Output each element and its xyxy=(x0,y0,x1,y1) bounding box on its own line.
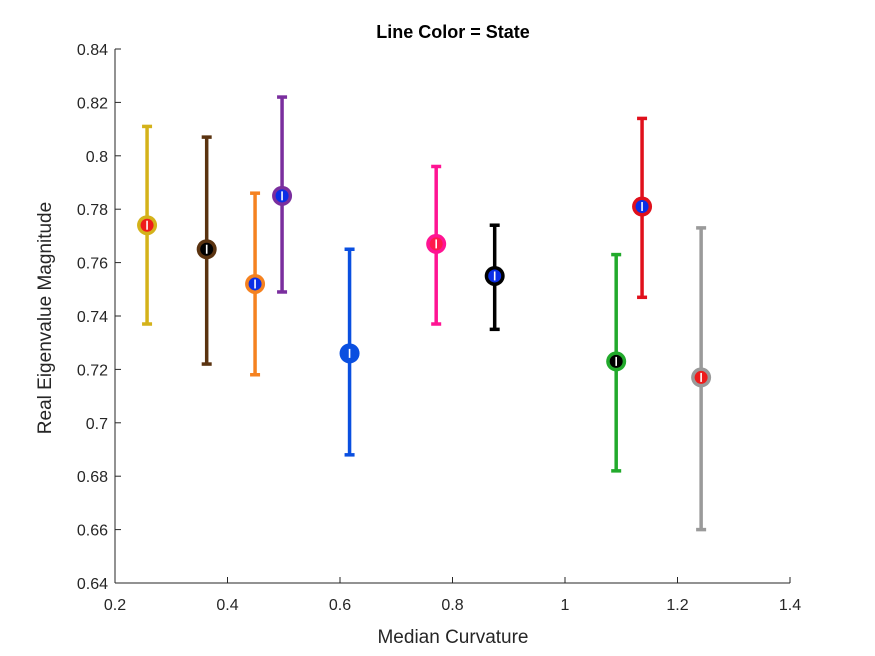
errorbar-point xyxy=(339,247,360,457)
errorbar-point xyxy=(606,252,627,473)
x-tick-label: 0.2 xyxy=(104,597,126,614)
errorbar-point xyxy=(196,135,217,366)
y-tick-label: 0.74 xyxy=(77,309,108,326)
y-axis-label: Real Eigenvalue Magnitude xyxy=(35,202,56,434)
y-tick-label: 0.76 xyxy=(77,256,108,273)
y-tick-label: 0.8 xyxy=(86,149,108,166)
errorbar-point xyxy=(632,116,653,300)
x-tick-label: 0.6 xyxy=(329,597,351,614)
errorbar-point xyxy=(137,124,158,326)
errorbar-point xyxy=(691,226,712,532)
x-tick-label: 1 xyxy=(561,597,570,614)
axes: 0.2 0.4 0.6 0.8 1 1.2 1.4 0.64 0.66 0.68 0.7 0.72 0.… xyxy=(77,42,801,614)
data-marks xyxy=(137,95,712,532)
y-tick-label: 0.72 xyxy=(77,362,108,379)
x-tick-label: 0.4 xyxy=(216,597,238,614)
y-tick-label: 0.68 xyxy=(77,469,108,486)
x-axis-label: Median Curvature xyxy=(377,627,528,648)
x-tick-label: 1.2 xyxy=(666,597,688,614)
y-tick-label: 0.84 xyxy=(77,42,108,59)
x-tick-label: 1.4 xyxy=(779,597,801,614)
y-tick-label: 0.64 xyxy=(77,576,108,593)
x-tick-label: 0.8 xyxy=(441,597,463,614)
y-tick-label: 0.78 xyxy=(77,202,108,219)
errorbar-point xyxy=(272,95,293,294)
y-tick-label: 0.66 xyxy=(77,523,108,540)
y-tick-label: 0.7 xyxy=(86,416,108,433)
chart-title: Line Color = State xyxy=(376,22,530,42)
y-tick-label: 0.82 xyxy=(77,95,108,112)
errorbar-point xyxy=(484,223,505,332)
errorbar-point xyxy=(426,164,447,326)
errorbar-point xyxy=(245,191,266,377)
